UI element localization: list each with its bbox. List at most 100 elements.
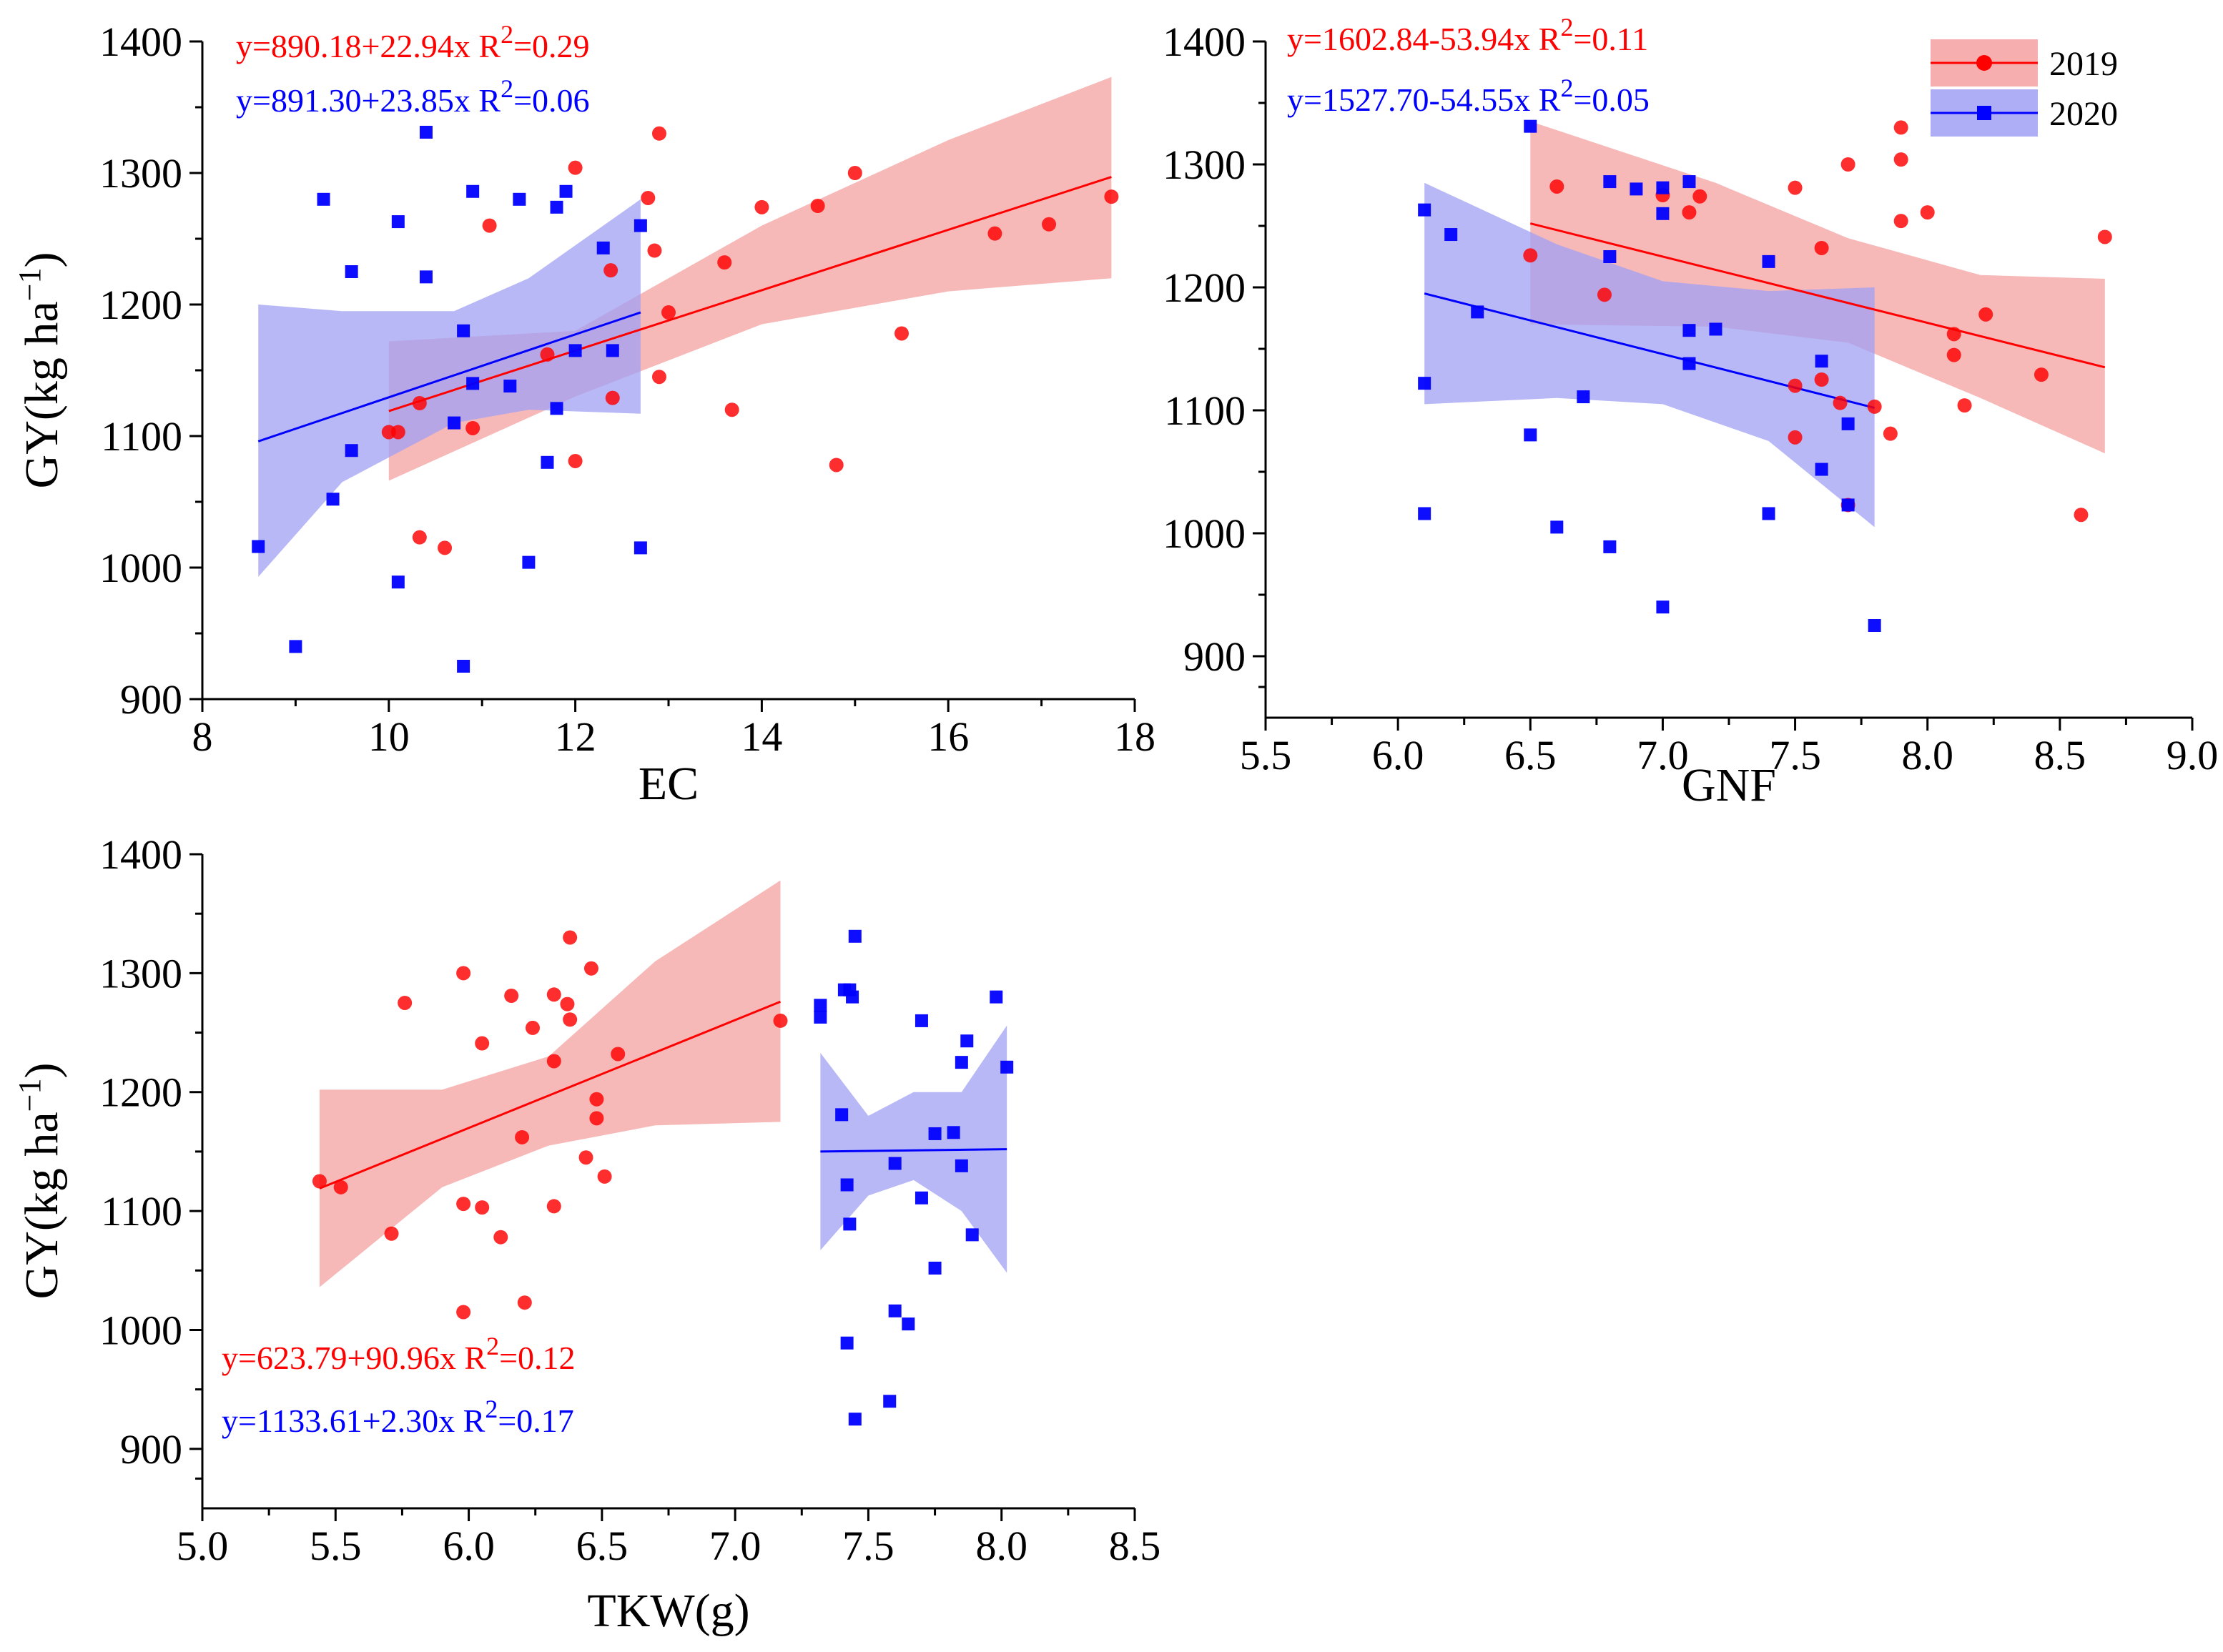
point-2019 (1833, 395, 1848, 410)
point-2020 (955, 1159, 968, 1172)
legend-marker (1977, 106, 1991, 120)
point-2019 (1920, 205, 1935, 220)
point-2020 (1524, 119, 1537, 133)
y-tick-label: 900 (1183, 633, 1246, 680)
point-2019 (2074, 508, 2089, 523)
point-2020 (965, 1228, 979, 1242)
point-2020 (1418, 507, 1431, 520)
point-2019 (661, 305, 676, 320)
x-tick-label: 7.5 (842, 1523, 894, 1569)
point-2019 (517, 1295, 532, 1310)
point-2019 (717, 255, 732, 270)
point-2019 (647, 243, 662, 258)
point-2020 (559, 184, 573, 198)
y-axis-label: GY(kg ha−1) (12, 1063, 68, 1300)
point-2019 (1549, 179, 1564, 194)
x-tick-label: 8.0 (1901, 732, 1953, 778)
x-tick-label: 12 (555, 713, 596, 760)
point-2019 (641, 190, 656, 205)
point-2020 (345, 265, 358, 278)
point-2020 (513, 192, 526, 206)
point-2020 (457, 324, 470, 337)
point-2020 (317, 192, 330, 206)
point-2020 (419, 270, 433, 284)
point-2019 (1957, 398, 1972, 413)
point-2020 (1524, 428, 1537, 442)
equation-2019: y=890.18+22.94x R2=0.29 (236, 20, 590, 64)
panel-tkw: 5.0 5.5 6.0 6.5 7.0 7.5 8.0 8.5 900 1000 1100 1200 1… (12, 831, 1160, 1637)
y-tick-label: 1300 (1163, 142, 1246, 188)
y-tick-label: 1100 (101, 413, 182, 460)
point-2020 (252, 540, 265, 553)
point-2020 (503, 380, 517, 393)
point-2019 (493, 1230, 508, 1245)
point-2019 (312, 1174, 327, 1189)
x-tick-label: 7.0 (1637, 732, 1689, 778)
point-2019 (810, 199, 825, 213)
x-tick-label: 5.5 (310, 1523, 362, 1569)
legend-marker (1976, 55, 1992, 71)
point-2020 (550, 402, 563, 415)
x-tick-label: 16 (927, 713, 969, 760)
point-2019 (1788, 378, 1803, 393)
point-2019 (438, 540, 453, 555)
x-tick-label: 9.0 (2167, 732, 2219, 778)
x-tick-label: 6.0 (443, 1523, 495, 1569)
point-2019 (456, 966, 471, 981)
point-2019 (1946, 327, 1961, 342)
point-2020 (541, 455, 554, 469)
point-2020 (955, 1056, 968, 1069)
point-2019 (546, 1054, 561, 1069)
point-2019 (651, 370, 666, 385)
point-2019 (987, 226, 1002, 241)
point-2020 (1682, 357, 1696, 370)
point-2019 (1893, 214, 1908, 229)
point-2020 (1762, 254, 1775, 268)
point-2020 (289, 640, 302, 653)
point-2020 (457, 660, 470, 673)
point-2020 (846, 990, 859, 1004)
confidence-band-2020 (258, 199, 641, 577)
point-2020 (888, 1157, 902, 1170)
y-axis-label: GY(kg ha−1) (12, 252, 68, 489)
point-2019 (515, 1129, 530, 1144)
point-2020 (1815, 355, 1828, 368)
point-2019 (597, 1169, 612, 1184)
legend-item-2020: 2020 (1931, 89, 2118, 137)
point-2019 (540, 347, 555, 362)
x-tick-label: 8 (192, 713, 213, 760)
point-2019 (546, 987, 561, 1002)
point-2020 (1000, 1060, 1014, 1074)
point-2019 (1682, 205, 1697, 220)
y-tick-label: 1300 (99, 950, 182, 996)
point-2020 (1418, 203, 1431, 217)
point-2020 (814, 1010, 827, 1024)
point-2019 (589, 1111, 604, 1126)
point-2020 (1471, 305, 1484, 319)
point-2020 (466, 184, 480, 198)
point-2019 (583, 961, 598, 976)
y-tick-label: 1100 (1164, 387, 1246, 434)
point-2019 (1788, 430, 1803, 445)
point-2019 (651, 126, 666, 141)
point-2020 (1841, 498, 1855, 512)
point-2019 (603, 263, 618, 278)
point-2019 (2097, 229, 2112, 244)
point-2020 (522, 555, 536, 569)
x-tick-label: 6.5 (1504, 732, 1557, 778)
point-2019 (563, 930, 578, 945)
fit-line-2020 (820, 1148, 1007, 1153)
x-axis-label: GNF (1682, 759, 1776, 811)
fit-line-2019 (388, 176, 1112, 412)
x-tick-label: 18 (1114, 713, 1155, 760)
point-2019 (1523, 248, 1538, 263)
y-tick-label: 1300 (99, 150, 182, 197)
point-2020 (1709, 322, 1722, 336)
point-2020 (1418, 377, 1431, 390)
point-2020 (1841, 417, 1855, 430)
point-2020 (550, 200, 563, 214)
equation-2020: y=1133.61+2.30x R2=0.17 (222, 1395, 574, 1439)
point-2019 (456, 1197, 471, 1212)
point-2020 (1656, 600, 1670, 614)
